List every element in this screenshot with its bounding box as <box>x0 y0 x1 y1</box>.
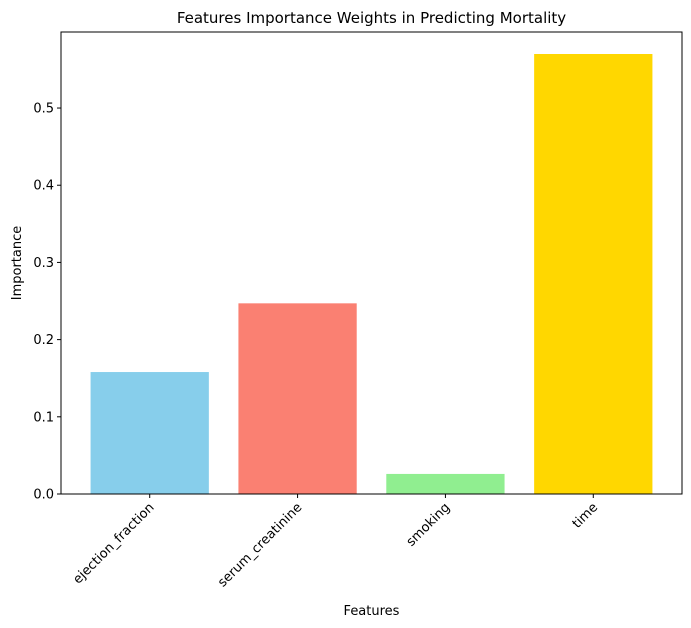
y-tick-label: 0.5 <box>33 102 54 117</box>
x-tick-label: smoking <box>404 500 454 550</box>
bar-smoking <box>386 473 505 494</box>
x-tick-label: serum_creatinine <box>215 500 305 590</box>
y-axis-label: Importance <box>10 226 25 301</box>
x-tick-label: ejection_fraction <box>70 500 157 587</box>
bar-time <box>534 54 653 494</box>
bar-serum-creatinine <box>238 303 357 494</box>
y-tick-label: 0.2 <box>33 333 54 348</box>
x-tick-label: time <box>570 500 601 531</box>
y-tick-label: 0.1 <box>33 410 54 425</box>
bar-ejection-fraction <box>90 372 209 494</box>
y-tick-label: 0.3 <box>33 256 54 271</box>
chart-title: Features Importance Weights in Predictin… <box>177 9 566 27</box>
plot-frame <box>60 31 683 495</box>
y-tick-label: 0.4 <box>33 179 54 194</box>
x-axis-label: Features <box>344 604 400 619</box>
y-tick-label: 0.0 <box>33 488 54 503</box>
